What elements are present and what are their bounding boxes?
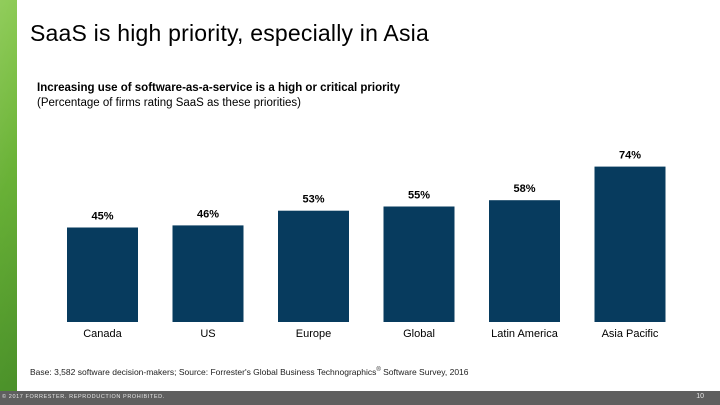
slide-title: SaaS is high priority, especially in Asi…	[30, 20, 429, 46]
footer-bar: © 2017 FORRESTER. REPRODUCTION PROHIBITE…	[0, 391, 720, 405]
bar-latin-america	[489, 200, 560, 322]
category-label-asia-pacific: Asia Pacific	[602, 328, 659, 340]
page-number: 10	[696, 393, 704, 400]
green-accent-bar	[0, 0, 17, 405]
registered-mark: ®	[376, 367, 381, 374]
value-label-canada: 45%	[91, 211, 113, 223]
value-label-us: 46%	[197, 208, 219, 220]
chart-title: Increasing use of software-as-a-service …	[37, 82, 401, 94]
chart-subtitle: (Percentage of firms rating SaaS as thes…	[37, 97, 301, 109]
bar-canada	[67, 227, 138, 322]
source-prefix: Base: 3,582 software decision-makers; So…	[30, 367, 377, 377]
copyright-text: © 2017 FORRESTER. REPRODUCTION PROHIBITE…	[2, 394, 165, 400]
source-note: Base: 3,582 software decision-makers; So…	[30, 367, 469, 377]
category-label-global: Global	[403, 328, 435, 340]
value-label-europe: 53%	[302, 194, 324, 206]
bar-asia-pacific	[594, 166, 666, 322]
value-label-asia-pacific: 74%	[619, 150, 641, 162]
value-label-global: 55%	[408, 190, 430, 202]
category-label-canada: Canada	[83, 328, 122, 340]
value-label-latin-america: 58%	[513, 183, 535, 195]
bar-europe	[278, 210, 349, 322]
category-label-us: US	[200, 328, 215, 340]
category-label-latin-america: Latin America	[491, 328, 559, 340]
source-suffix: Software Survey, 2016	[380, 367, 469, 377]
bar-us	[172, 225, 244, 322]
bar-global	[383, 206, 455, 322]
category-label-europe: Europe	[296, 328, 331, 340]
